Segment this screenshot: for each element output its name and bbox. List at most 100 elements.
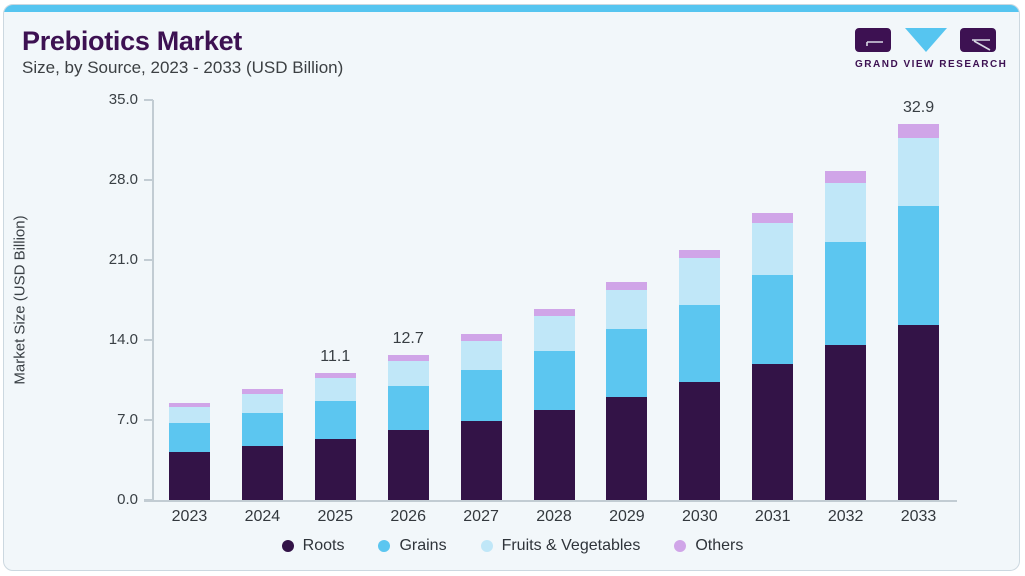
legend-item-grains: Grains: [378, 537, 447, 555]
bar-segment-others: [168, 402, 210, 408]
bar-segment-fruits-vegetables: [606, 289, 648, 330]
bar-segment-grains: [825, 241, 867, 345]
bar-segment-roots: [387, 429, 429, 500]
gvr-logo-icon: [855, 28, 996, 52]
bar-segment-roots: [168, 452, 210, 500]
bar-segment-grains: [533, 350, 575, 410]
top-accent-bar: [4, 5, 1019, 12]
bar-stack-2032: [825, 170, 867, 500]
legend-label: Roots: [302, 537, 345, 554]
bar-segment-fruits-vegetables: [533, 316, 575, 351]
bar-segment-roots: [460, 421, 502, 500]
y-tick-label: 7.0: [117, 411, 138, 428]
bar-stack-2030: [679, 249, 721, 500]
legend: Roots Grains Fruits & Vegetables Others: [0, 537, 1025, 555]
bar-stack-2029: [606, 281, 648, 500]
bar-value-label-2026: 12.7: [392, 329, 424, 347]
bar-segment-grains: [387, 385, 429, 430]
page-title: Prebiotics Market: [22, 26, 242, 56]
bar-segment-roots: [825, 344, 867, 500]
logo-v-triangle-icon: [904, 28, 947, 52]
bar-stack-2027: [460, 334, 502, 500]
bar-segment-grains: [679, 304, 721, 383]
bar-segment-roots: [898, 325, 940, 500]
bar-segment-grains: [314, 401, 356, 440]
bar-stack-2033: [898, 124, 940, 500]
y-tick-mark: [144, 99, 153, 101]
bar-stack-2025: [314, 373, 356, 500]
bar-segment-others: [387, 354, 429, 361]
x-axis-spine: [144, 500, 957, 502]
x-tick-label-2027: 2027: [463, 508, 499, 525]
x-tick-label-2023: 2023: [171, 508, 208, 525]
bar-segment-roots: [241, 446, 283, 500]
bar-segment-grains: [460, 370, 502, 422]
y-tick-mark: [144, 179, 153, 181]
bar-value-label-2025: 11.1: [320, 348, 351, 366]
legend-swatch: [674, 540, 687, 552]
bar-stack-2031: [752, 213, 794, 500]
bar-segment-others: [460, 334, 502, 341]
bar-segment-others: [241, 389, 283, 395]
bar-segment-roots: [752, 364, 794, 500]
bar-segment-fruits-vegetables: [898, 138, 940, 207]
legend-label: Others: [695, 537, 744, 554]
gvr-logo-text: GRAND VIEW RESEARCH: [855, 59, 1008, 70]
bar-segment-grains: [168, 423, 210, 452]
bar-segment-others: [679, 249, 721, 259]
bar-segment-others: [606, 281, 648, 290]
y-tick-mark: [144, 339, 153, 341]
bar-segment-grains: [241, 412, 283, 447]
bar-segment-fruits-vegetables: [314, 378, 356, 402]
legend-item-roots: Roots: [281, 537, 345, 555]
bar-segment-roots: [679, 382, 721, 500]
bar-segment-others: [533, 309, 575, 317]
y-tick-mark: [144, 259, 153, 261]
bar-segment-roots: [606, 396, 648, 500]
bar-segment-grains: [606, 329, 648, 397]
x-tick-label-2024: 2024: [244, 508, 281, 525]
y-axis-spine: [152, 100, 154, 502]
bar-stack-2026: [387, 354, 429, 500]
x-tick-label-2032: 2032: [827, 508, 864, 525]
bar-segment-others: [898, 124, 940, 139]
y-axis-title-text: Market Size (USD Billion): [11, 215, 29, 385]
bar-segment-fruits-vegetables: [241, 394, 283, 413]
x-tick-label-2026: 2026: [390, 508, 426, 525]
bar-segment-fruits-vegetables: [679, 258, 721, 305]
x-tick-label-2030: 2030: [682, 508, 718, 525]
legend-label: Fruits & Vegetables: [501, 537, 641, 554]
legend-item-others: Others: [674, 537, 743, 555]
bar-segment-roots: [533, 409, 575, 500]
logo-g-block-icon: [855, 28, 891, 52]
x-tick-label-2029: 2029: [609, 508, 645, 525]
y-tick-label: 14.0: [108, 331, 138, 348]
page-subtitle: Size, by Source, 2023 - 2033 (USD Billio…: [22, 58, 344, 77]
legend-item-fruits-vegetables: Fruits & Vegetables: [480, 537, 641, 555]
bar-segment-others: [825, 170, 867, 183]
gvr-logo: GRAND VIEW RESEARCH: [855, 28, 1008, 70]
y-tick-label: 35.0: [108, 91, 138, 108]
y-tick-label: 28.0: [108, 171, 138, 188]
bar-value-label-2033: 32.9: [902, 99, 935, 116]
legend-swatch: [281, 540, 294, 552]
bar-segment-roots: [314, 439, 356, 500]
legend-label: Grains: [399, 537, 447, 554]
bar-segment-grains: [898, 206, 940, 326]
x-tick-label-2025: 2025: [317, 508, 354, 525]
legend-swatch: [378, 540, 391, 552]
y-tick-label: 0.0: [117, 491, 138, 508]
legend-swatch: [480, 540, 493, 552]
x-tick-label-2028: 2028: [536, 508, 572, 525]
y-tick-mark: [144, 419, 153, 421]
bar-segment-fruits-vegetables: [752, 223, 794, 275]
bar-stack-2028: [533, 309, 575, 500]
bar-stack-2024: [241, 389, 283, 500]
x-tick-label-2033: 2033: [900, 508, 937, 525]
bar-segment-fruits-vegetables: [168, 407, 210, 424]
bar-segment-fruits-vegetables: [825, 182, 867, 242]
logo-r-block-icon: [960, 28, 996, 52]
plot-area: 11.1 12.7 32.9: [153, 99, 955, 500]
bar-segment-others: [314, 373, 356, 379]
